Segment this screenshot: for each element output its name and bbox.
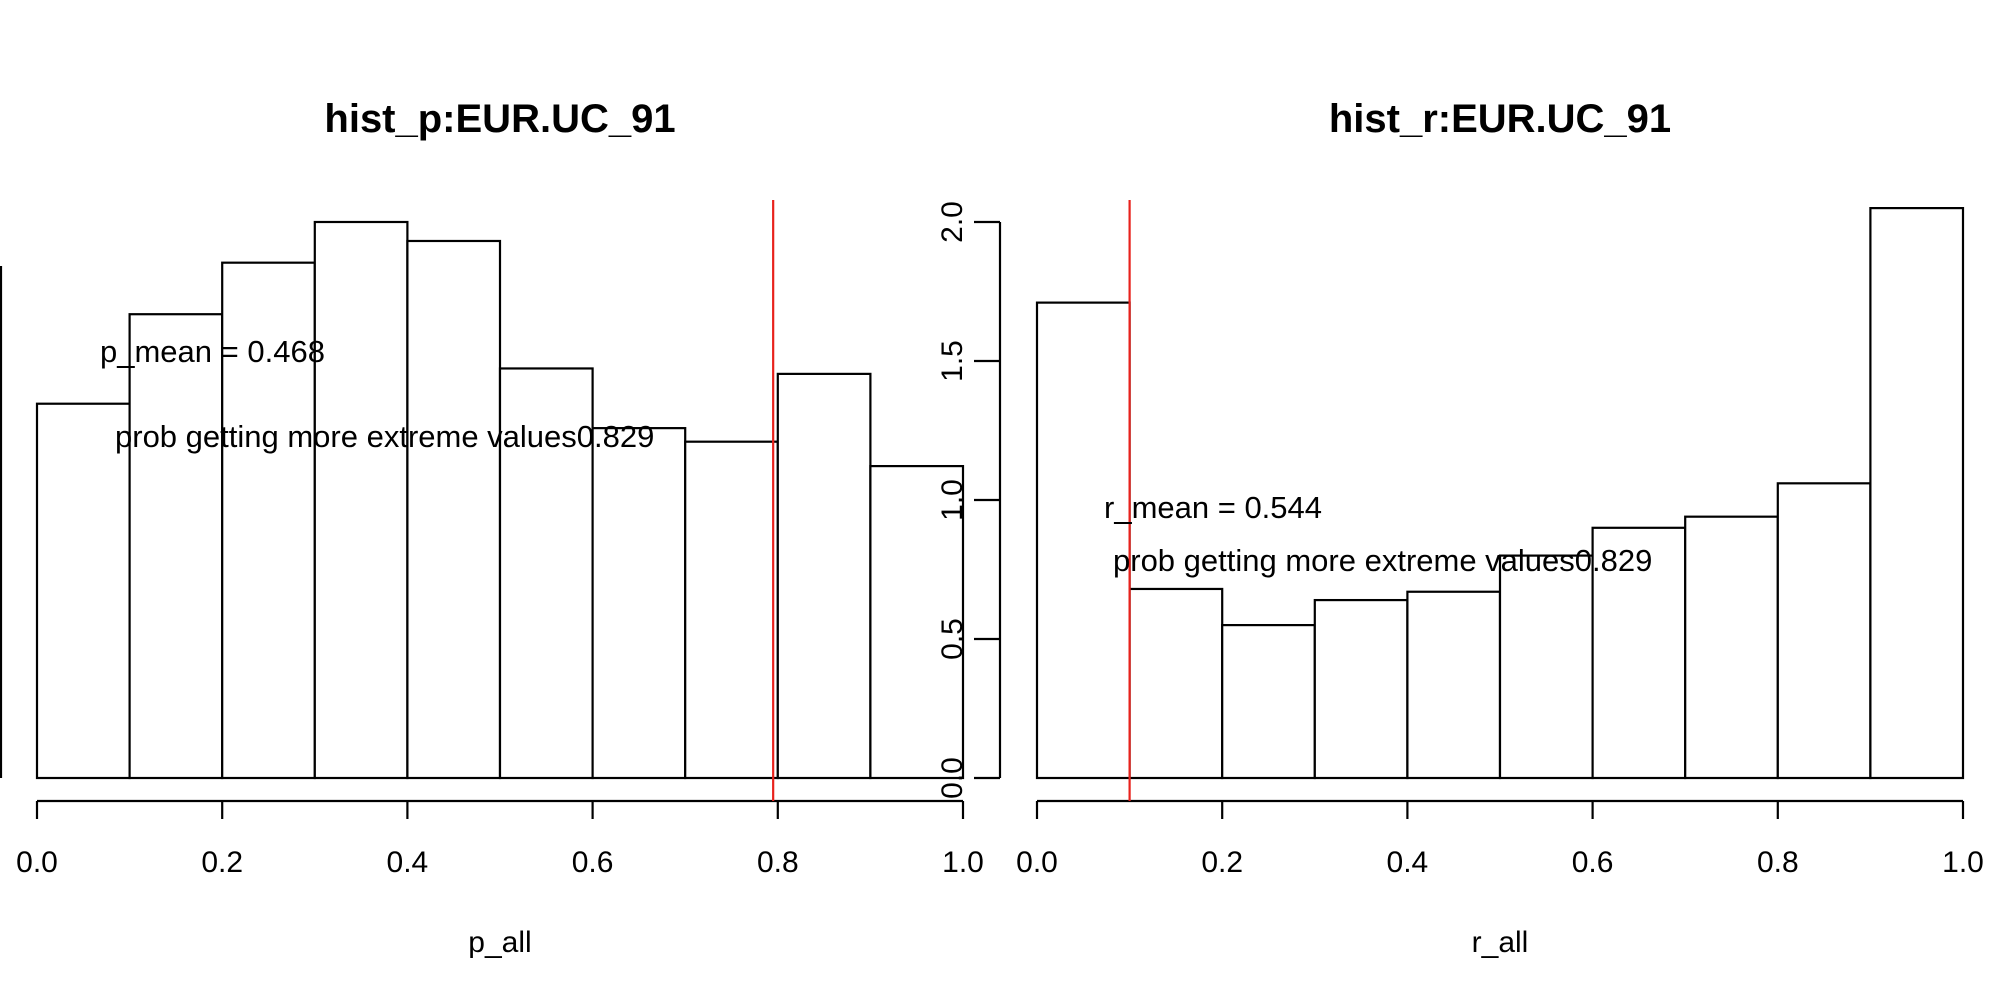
x-axis-r: 0.0 0.2 0.4 0.6 0.8 1.0 <box>1016 799 1984 879</box>
histogram-bar-r-9 <box>1869 207 1965 780</box>
x-tick-label-r-4: 0.8 <box>1757 846 1799 879</box>
y-tick-label-r-0: 0.0 <box>936 757 969 799</box>
histogram-bar-p-0 <box>35 402 131 780</box>
histogram-bar-p-8 <box>776 372 872 780</box>
histogram-bar-r-0 <box>1035 301 1131 780</box>
x-tick-label-r-5: 1.0 <box>1942 846 1984 879</box>
histogram-bar-r-3 <box>1313 598 1409 780</box>
histogram-bar-r-6 <box>1591 526 1687 780</box>
x-tick-label-r-1: 0.2 <box>1201 846 1243 879</box>
histogram-bar-p-5 <box>498 367 594 780</box>
x-tick-label-p-1: 0.2 <box>201 846 243 879</box>
x-axis-p: 0.0 0.2 0.4 0.6 0.8 1.0 <box>16 799 984 879</box>
x-tick-label-p-4: 0.8 <box>757 846 799 879</box>
annotation-p-prob: prob getting more extreme values0.829 <box>115 419 654 454</box>
bars-p <box>35 220 965 780</box>
annotation-r-prob: prob getting more extreme values0.829 <box>1113 543 1652 578</box>
x-tick-label-p-3: 0.6 <box>572 846 614 879</box>
annotation-r-mean: r_mean = 0.544 <box>1104 490 1322 525</box>
x-tick-label-p-2: 0.4 <box>387 846 429 879</box>
chart-title-r: hist_r:EUR.UC_91 <box>1329 97 1671 141</box>
y-tick-label-r-4: 2.0 <box>936 201 969 243</box>
histogram-bar-p-9 <box>869 464 965 780</box>
histogram-bar-r-7 <box>1684 515 1779 780</box>
y-axis-r: 0.0 0.5 1.0 1.5 2.0 <box>936 201 1002 799</box>
histogram-bar-p-7 <box>684 440 779 780</box>
histogram-bar-p-4 <box>406 239 502 780</box>
x-tick-label-p-0: 0.0 <box>16 846 58 879</box>
histogram-bar-r-5 <box>1498 554 1594 780</box>
histogram-bar-p-1 <box>128 313 224 780</box>
histogram-panel-p: hist_p:EUR.UC_91 0.0 0.2 0.4 0.6 0.8 1.0 p_al… <box>16 97 984 959</box>
histogram-bar-p-3 <box>313 220 409 780</box>
chart-title-p: hist_p:EUR.UC_91 <box>324 97 675 141</box>
histogram-panel-r: hist_r:EUR.UC_91 0.0 0.2 0.4 0.6 0.8 1.0 0.00… <box>936 97 1984 959</box>
x-tick-label-r-0: 0.0 <box>1016 846 1058 879</box>
y-tick-label-r-2: 1.0 <box>936 479 969 521</box>
y-tick-label-r-1: 0.5 <box>936 618 969 660</box>
histogram-bar-r-2 <box>1221 623 1316 780</box>
histogram-bar-r-8 <box>1776 482 1872 780</box>
x-tick-label-p-5: 1.0 <box>942 846 984 879</box>
x-axis-label-p: p_all <box>468 926 531 959</box>
annotation-p-mean: p_mean = 0.468 <box>100 334 325 369</box>
histogram-bar-p-6 <box>591 427 687 780</box>
y-tick-label-r-3: 1.5 <box>936 340 969 382</box>
x-tick-label-r-2: 0.4 <box>1387 846 1429 879</box>
x-axis-label-r: r_all <box>1472 926 1529 959</box>
histogram-bar-r-1 <box>1128 587 1224 780</box>
x-tick-label-r-3: 0.6 <box>1572 846 1614 879</box>
bars-r <box>1035 207 1965 780</box>
histogram-bar-r-4 <box>1406 590 1502 780</box>
